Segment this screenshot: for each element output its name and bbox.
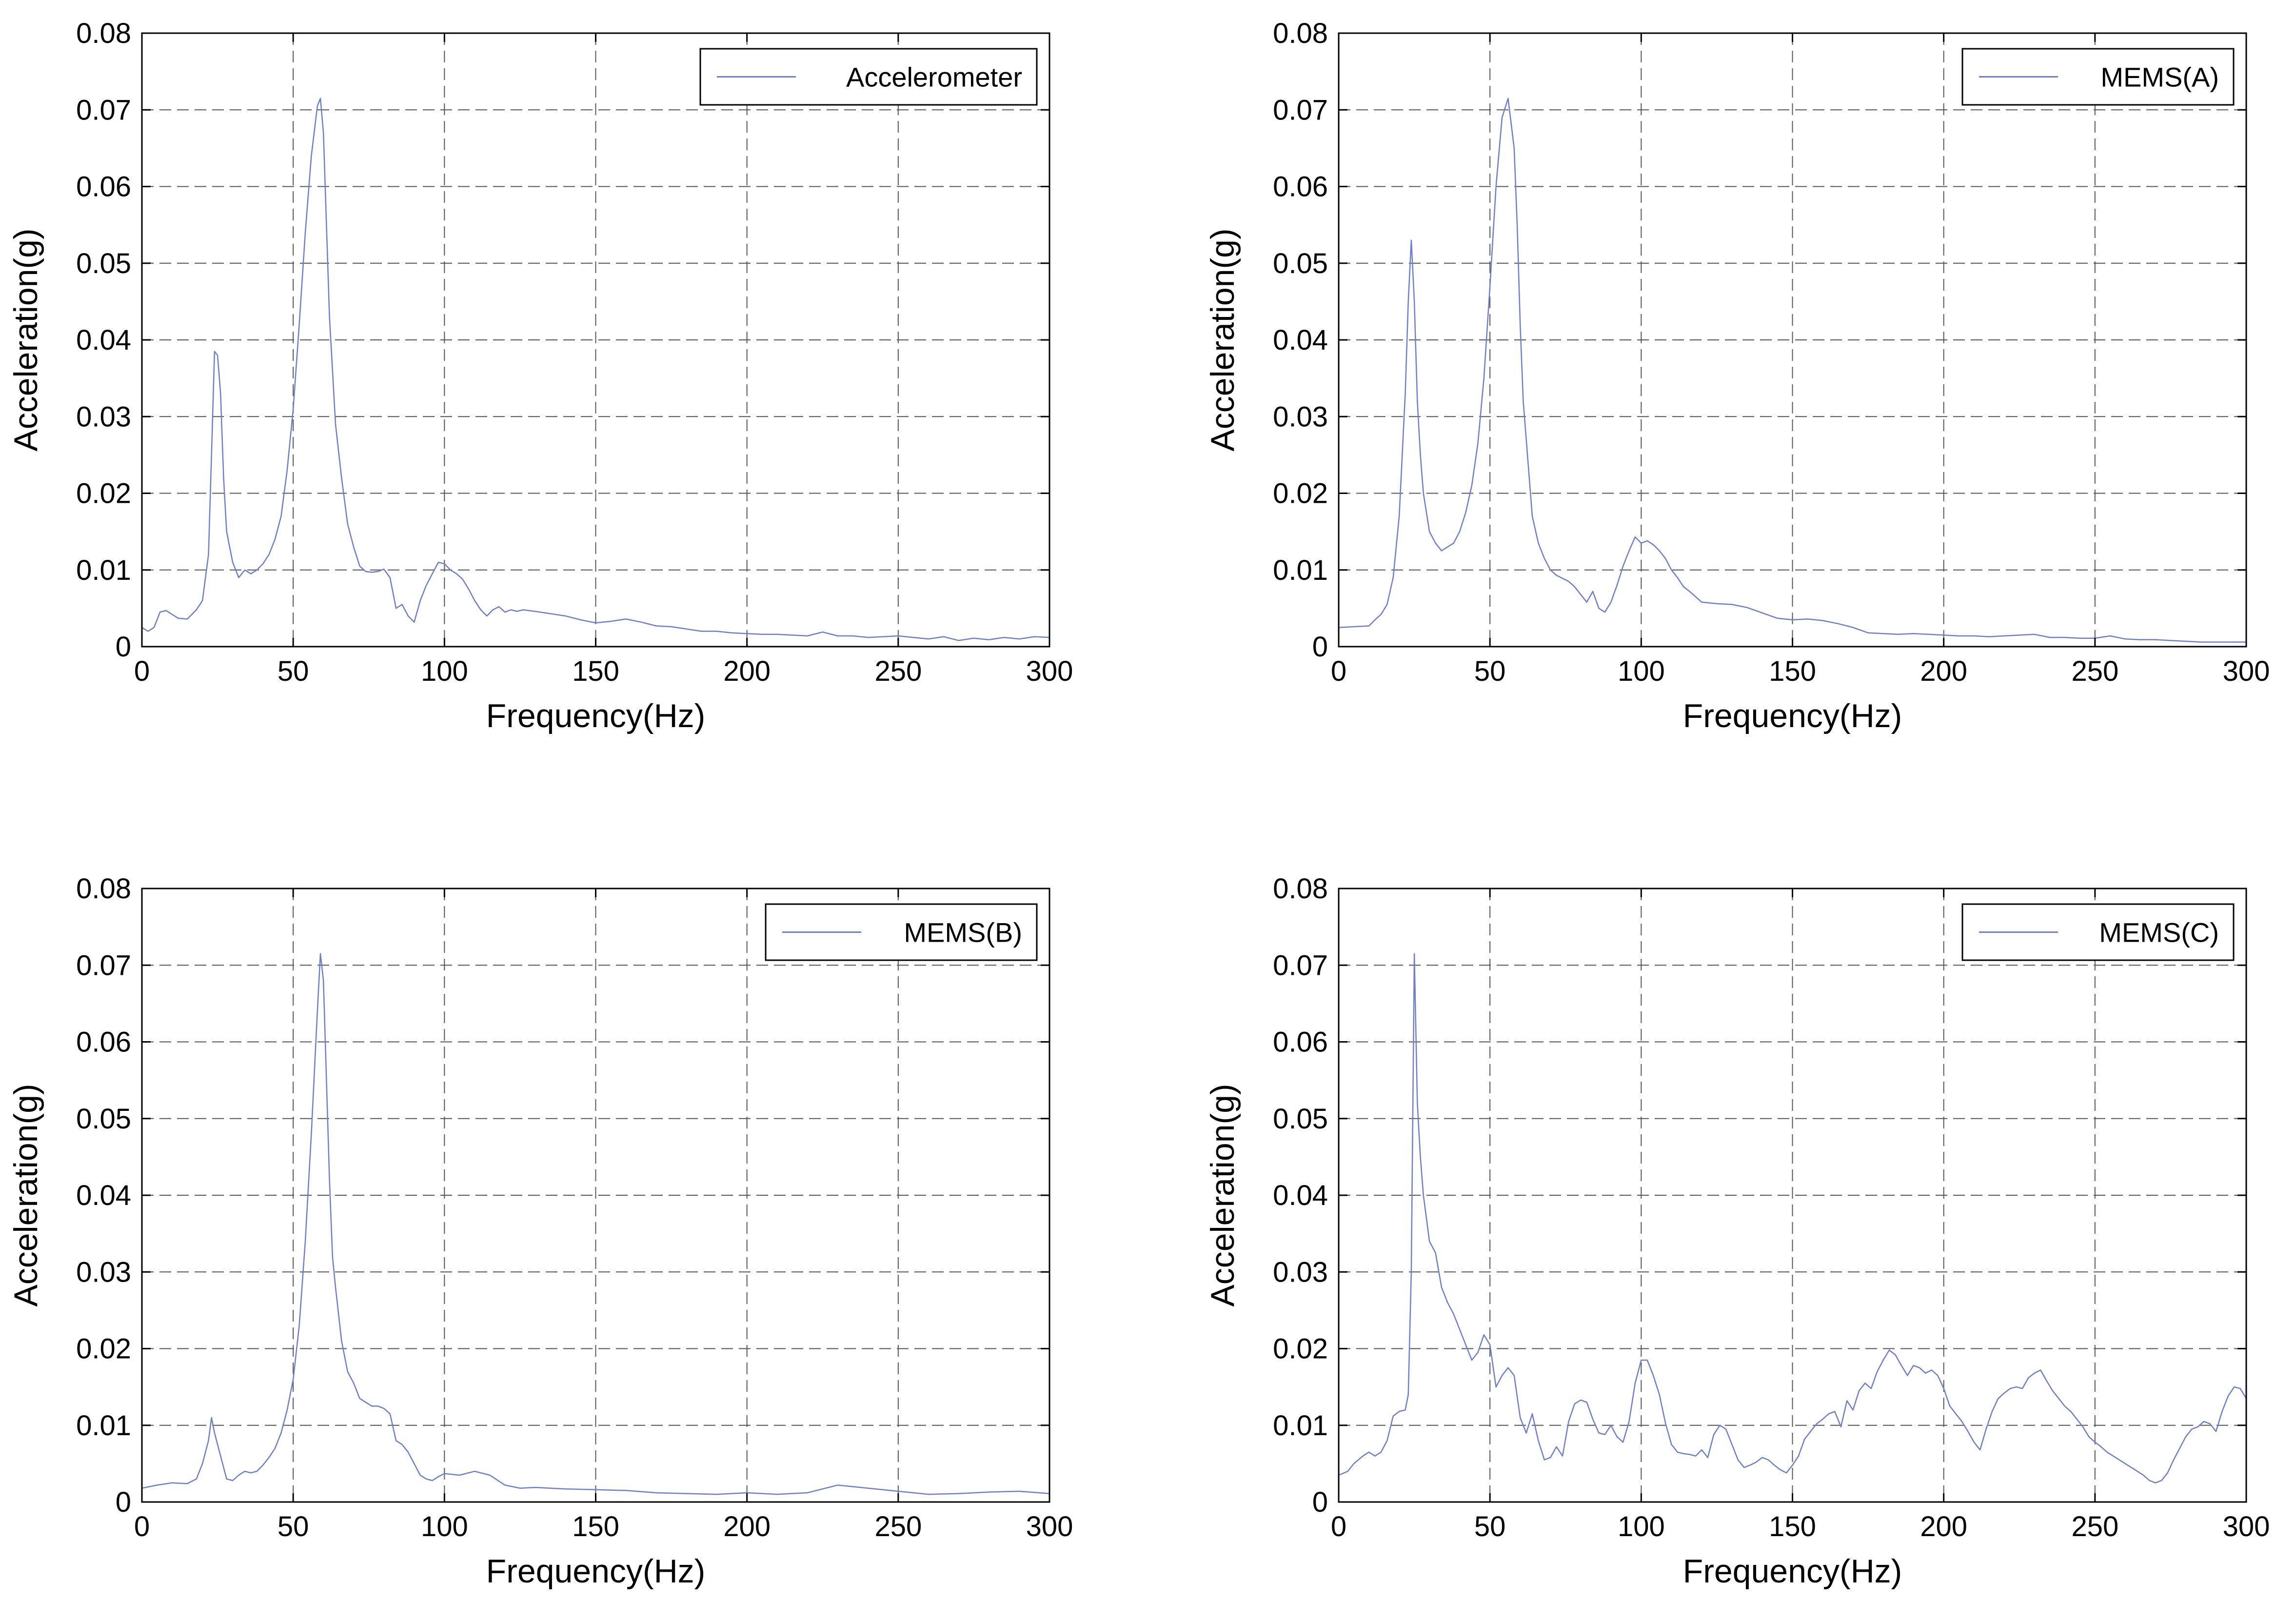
y-tick-label: 0.07 (76, 94, 131, 126)
x-axis-label: Frequency(Hz) (1683, 697, 1902, 734)
y-tick-label: 0 (116, 1486, 131, 1518)
x-tick-label: 0 (134, 1511, 150, 1542)
y-tick-label: 0.08 (76, 873, 131, 905)
x-tick-label: 250 (2071, 655, 2118, 687)
y-axis-label: Acceleration(g) (7, 1084, 44, 1306)
x-tick-label: 150 (1769, 1511, 1816, 1542)
y-tick-label: 0.02 (1273, 478, 1328, 510)
series-line (1338, 98, 2246, 643)
x-tick-label: 250 (2071, 1511, 2118, 1542)
x-tick-label: 200 (1920, 655, 1967, 687)
legend-entry: Accelerometer (846, 62, 1022, 93)
x-tick-label: 300 (1026, 1511, 1073, 1542)
y-tick-label: 0.03 (1273, 401, 1328, 433)
x-tick-label: 0 (1331, 655, 1346, 687)
x-tick-label: 300 (2223, 655, 2270, 687)
y-tick-label: 0.03 (76, 1256, 131, 1288)
y-tick-label: 0.03 (1273, 1256, 1328, 1288)
y-tick-label: 0.06 (1273, 1027, 1328, 1058)
y-tick-label: 0.06 (76, 1027, 131, 1058)
y-tick-label: 0.06 (1273, 171, 1328, 203)
y-tick-label: 0.06 (76, 171, 131, 203)
x-tick-label: 50 (277, 1511, 309, 1542)
y-axis-label: Acceleration(g) (1204, 1084, 1241, 1306)
chart-panel-3: 0 50 100 150 200 250 300 0 0.01 0.02 0.03 0.04 0.05 0… (7, 873, 1073, 1590)
x-tick-label: 250 (874, 1511, 922, 1542)
legend-entry: MEMS(A) (2100, 62, 2219, 93)
legend-entry: MEMS(B) (904, 917, 1022, 948)
x-tick-label: 100 (1618, 655, 1665, 687)
x-tick-label: 200 (723, 655, 771, 687)
y-tick-label: 0.02 (76, 1333, 131, 1365)
x-tick-label: 200 (723, 1511, 771, 1542)
x-axis-label: Frequency(Hz) (486, 1553, 706, 1590)
series-line (1338, 953, 2247, 1483)
x-tick-label: 50 (1474, 1511, 1506, 1542)
y-tick-label: 0.01 (76, 554, 131, 586)
legend: MEMS(B) (765, 903, 1038, 961)
y-tick-label: 0 (1312, 1486, 1328, 1518)
x-tick-label: 150 (572, 1511, 619, 1542)
x-tick-label: 300 (2223, 1511, 2270, 1542)
y-tick-label: 0 (116, 631, 131, 663)
y-tick-label: 0.08 (1273, 18, 1328, 49)
y-tick-label: 0.07 (1273, 94, 1328, 126)
y-tick-label: 0.05 (76, 1103, 131, 1135)
x-tick-label: 100 (421, 655, 468, 687)
y-tick-label: 0.01 (1273, 554, 1328, 586)
y-tick-label: 0.07 (1273, 949, 1328, 981)
chart-panel-2: 0 50 100 150 200 250 300 0 0.01 0.02 0.03 0.04 0.05 0… (1204, 18, 2270, 734)
x-axis-label: Frequency(Hz) (486, 697, 706, 734)
x-tick-label: 50 (277, 655, 309, 687)
legend: Accelerometer (699, 48, 1038, 106)
y-tick-label: 0.05 (76, 248, 131, 279)
legend-entry: MEMS(C) (2099, 917, 2219, 948)
chart-panel-4: 0 50 100 150 200 250 300 0 0.01 0.02 0.03 0.04 0.05 0… (1204, 873, 2270, 1590)
chart-panel-1: 0 50 100 150 200 250 300 0 0.01 0.02 0.03 0.04 0.05 0… (7, 18, 1073, 734)
y-tick-label: 0.03 (76, 401, 131, 433)
x-tick-label: 100 (421, 1511, 468, 1542)
legend: MEMS(A) (1961, 48, 2235, 106)
x-tick-label: 150 (1769, 655, 1816, 687)
y-tick-label: 0.08 (76, 18, 131, 49)
y-tick-label: 0.08 (1273, 873, 1328, 905)
y-tick-label: 0.04 (76, 324, 131, 356)
legend: MEMS(C) (1961, 903, 2235, 961)
y-tick-label: 0.02 (1273, 1333, 1328, 1365)
y-axis-label: Acceleration(g) (1204, 228, 1241, 451)
x-tick-label: 200 (1920, 1511, 1967, 1542)
series-line (141, 98, 1050, 641)
y-tick-label: 0.04 (1273, 1180, 1328, 1211)
y-axis-label: Acceleration(g) (7, 228, 44, 451)
y-tick-label: 0 (1312, 631, 1328, 663)
y-tick-label: 0.05 (1273, 248, 1328, 279)
x-tick-label: 250 (874, 655, 922, 687)
y-tick-label: 0.04 (76, 1180, 131, 1211)
y-tick-label: 0.04 (1273, 324, 1328, 356)
x-axis-label: Frequency(Hz) (1683, 1553, 1902, 1590)
x-tick-label: 150 (572, 655, 619, 687)
y-tick-label: 0.07 (76, 949, 131, 981)
series-line (141, 953, 1050, 1495)
y-tick-label: 0.05 (1273, 1103, 1328, 1135)
y-tick-label: 0.01 (76, 1410, 131, 1442)
x-tick-label: 300 (1026, 655, 1073, 687)
x-tick-label: 0 (134, 655, 150, 687)
y-tick-label: 0.02 (76, 478, 131, 510)
x-tick-label: 100 (1618, 1511, 1665, 1542)
x-tick-label: 0 (1331, 1511, 1346, 1542)
x-tick-label: 50 (1474, 655, 1506, 687)
y-tick-label: 0.01 (1273, 1410, 1328, 1442)
